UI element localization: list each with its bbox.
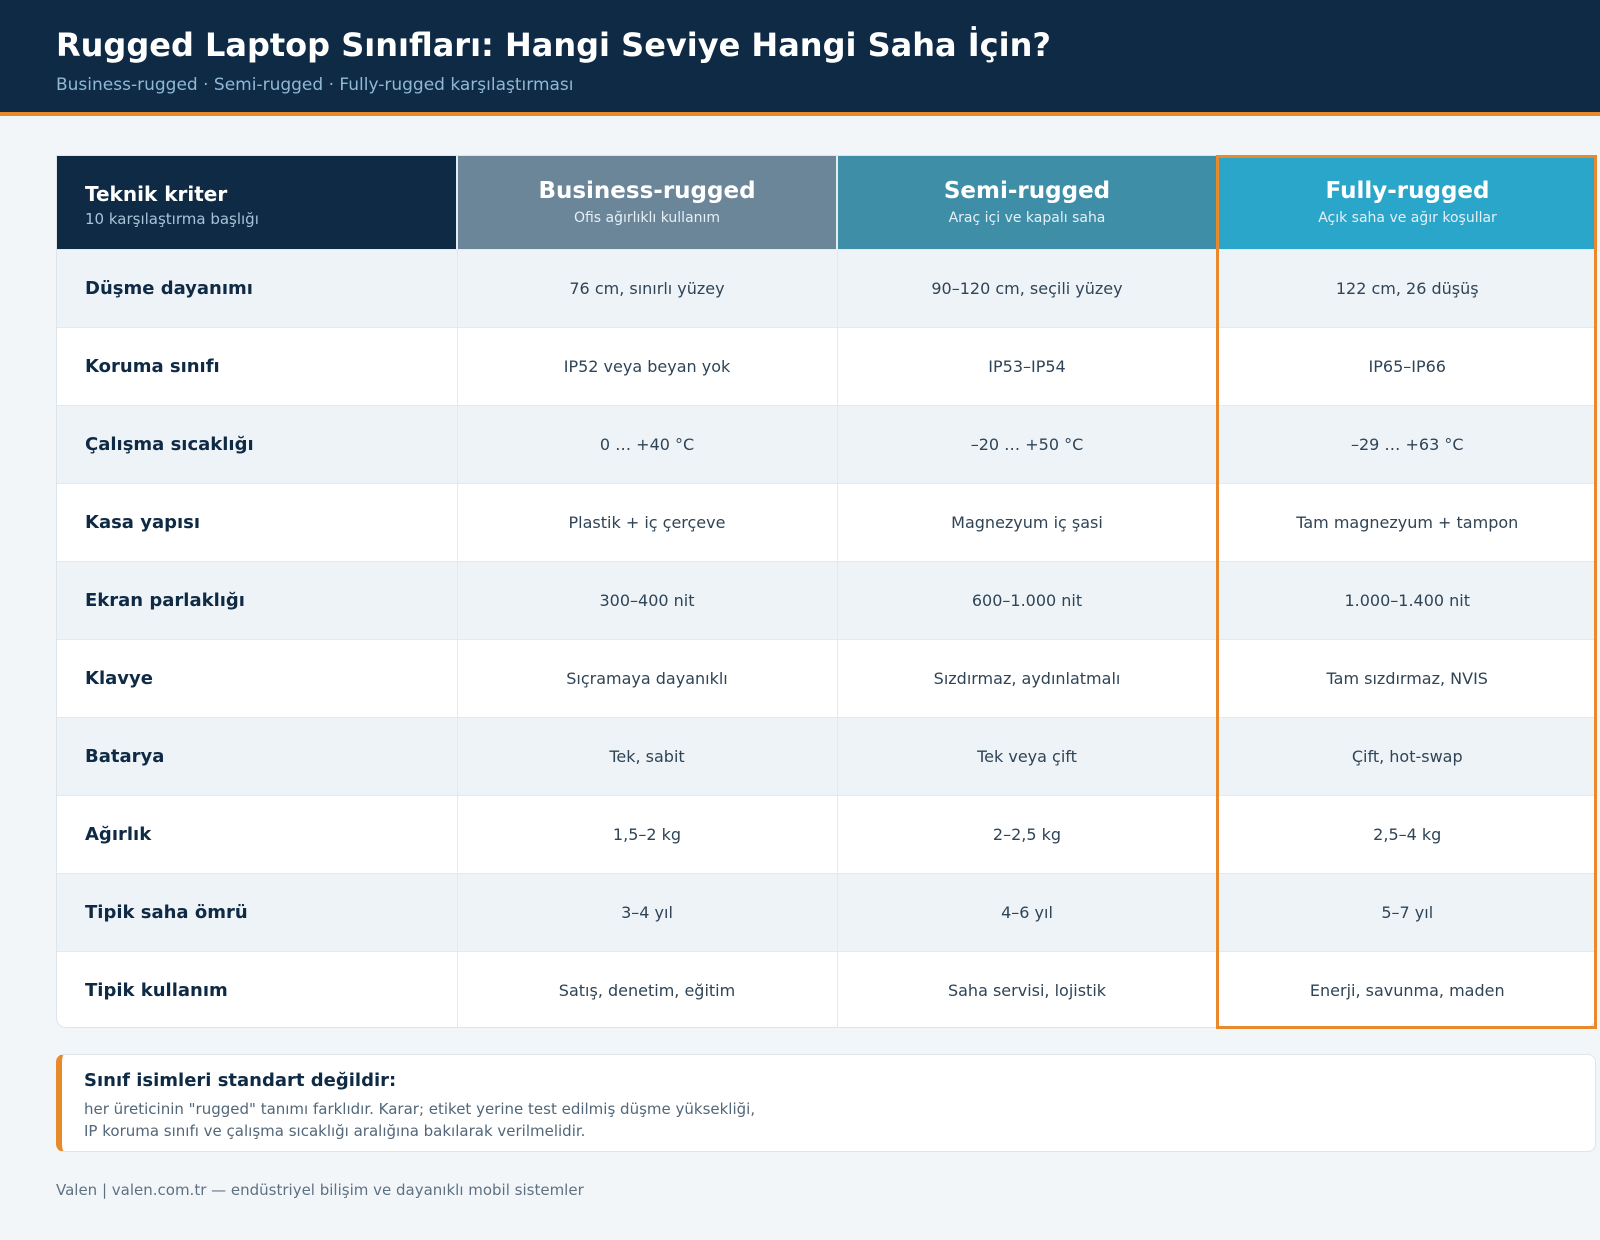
- class-description: Araç içi ve kapalı saha: [948, 210, 1106, 227]
- value-cell: IP65–IP66: [1216, 326, 1595, 405]
- table-row: Ekran parlaklığı 300–400 nit 600–1.000 n…: [57, 560, 1595, 639]
- table-row: Klavye Sıçramaya dayanıklı Sızdırmaz, ay…: [57, 638, 1595, 717]
- note-text-line: her üreticinin "rugged" tanımı farklıdır…: [84, 1100, 756, 1118]
- value-cell: Saha servisi, lojistik: [836, 950, 1217, 1027]
- value-cell: Tam sızdırmaz, NVIS: [1216, 638, 1595, 717]
- criterion-header-title: Teknik kriter: [85, 182, 228, 207]
- criterion-cell: Tipik kullanım: [57, 950, 457, 1027]
- value-cell: IP52 veya beyan yok: [456, 326, 837, 405]
- class-description: Ofis ağırlıklı kullanım: [573, 210, 721, 227]
- criterion-column-header: Teknik kriter 10 karşılaştırma başlığı: [57, 156, 457, 249]
- criterion-cell: Tipik saha ömrü: [57, 872, 457, 951]
- value-cell: 3–4 yıl: [456, 872, 837, 951]
- value-cell: 4–6 yıl: [836, 872, 1217, 951]
- class-name: Fully-rugged: [1325, 178, 1490, 205]
- class-header-business-rugged: Business-rugged Ofis ağırlıklı kullanım: [456, 156, 837, 249]
- value-cell: 2–2,5 kg: [836, 794, 1217, 873]
- page-title: Rugged Laptop Sınıfları: Hangi Seviye Ha…: [56, 26, 1051, 64]
- page-header: Rugged Laptop Sınıfları: Hangi Seviye Ha…: [0, 0, 1600, 116]
- value-cell: Magnezyum iç şasi: [836, 482, 1217, 561]
- value-cell: Enerji, savunma, maden: [1216, 950, 1595, 1027]
- class-name: Business-rugged: [538, 178, 756, 205]
- table-row: Koruma sınıfı IP52 veya beyan yok IP53–I…: [57, 326, 1595, 405]
- value-cell: 122 cm, 26 düşüş: [1216, 248, 1595, 327]
- value-cell: IP53–IP54: [836, 326, 1217, 405]
- value-cell: 1,5–2 kg: [456, 794, 837, 873]
- value-cell: Tek, sabit: [456, 716, 837, 795]
- footer-text: Valen | valen.com.tr — endüstriyel biliş…: [56, 1181, 584, 1199]
- table-row: Çalışma sıcaklığı 0 … +40 °C –20 … +50 °…: [57, 404, 1595, 483]
- class-name: Semi-rugged: [943, 178, 1111, 205]
- criterion-cell: Kasa yapısı: [57, 482, 457, 561]
- value-cell: Sıçramaya dayanıklı: [456, 638, 837, 717]
- criterion-cell: Klavye: [57, 638, 457, 717]
- value-cell: 2,5–4 kg: [1216, 794, 1595, 873]
- value-cell: Tek veya çift: [836, 716, 1217, 795]
- criterion-cell: Ekran parlaklığı: [57, 560, 457, 639]
- value-cell: –29 … +63 °C: [1216, 404, 1595, 483]
- value-cell: Çift, hot-swap: [1216, 716, 1595, 795]
- criterion-cell: Koruma sınıfı: [57, 326, 457, 405]
- table-row: Tipik saha ömrü 3–4 yıl 4–6 yıl 5–7 yıl: [57, 872, 1595, 951]
- criterion-cell: Batarya: [57, 716, 457, 795]
- value-cell: Tam magnezyum + tampon: [1216, 482, 1595, 561]
- note-text-line: IP koruma sınıfı ve çalışma sıcaklığı ar…: [84, 1122, 586, 1140]
- value-cell: 1.000–1.400 nit: [1216, 560, 1595, 639]
- value-cell: 600–1.000 nit: [836, 560, 1217, 639]
- class-header-fully-rugged: Fully-rugged Açık saha ve ağır koşullar: [1216, 156, 1595, 249]
- class-header-semi-rugged: Semi-rugged Araç içi ve kapalı saha: [836, 156, 1217, 249]
- criterion-header-subtitle: 10 karşılaştırma başlığı: [85, 210, 259, 229]
- table-row: Batarya Tek, sabit Tek veya çift Çift, h…: [57, 716, 1595, 795]
- class-description: Açık saha ve ağır koşullar: [1318, 210, 1497, 227]
- table-row: Ağırlık 1,5–2 kg 2–2,5 kg 2,5–4 kg: [57, 794, 1595, 873]
- value-cell: 0 … +40 °C: [456, 404, 837, 483]
- table-row: Tipik kullanım Satış, denetim, eğitim Sa…: [57, 950, 1595, 1027]
- comparison-table: Teknik kriter 10 karşılaştırma başlığı B…: [56, 155, 1596, 1028]
- value-cell: 5–7 yıl: [1216, 872, 1595, 951]
- note-box: Sınıf isimleri standart değildir: her ür…: [56, 1054, 1596, 1152]
- criterion-cell: Çalışma sıcaklığı: [57, 404, 457, 483]
- note-title: Sınıf isimleri standart değildir:: [84, 1070, 397, 1091]
- table-row: Düşme dayanımı 76 cm, sınırlı yüzey 90–1…: [57, 248, 1595, 327]
- table-header-row: Teknik kriter 10 karşılaştırma başlığı B…: [57, 156, 1595, 249]
- value-cell: –20 … +50 °C: [836, 404, 1217, 483]
- value-cell: 76 cm, sınırlı yüzey: [456, 248, 837, 327]
- value-cell: Satış, denetim, eğitim: [456, 950, 837, 1027]
- table-row: Kasa yapısı Plastik + iç çerçeve Magnezy…: [57, 482, 1595, 561]
- value-cell: Sızdırmaz, aydınlatmalı: [836, 638, 1217, 717]
- criterion-cell: Ağırlık: [57, 794, 457, 873]
- value-cell: 90–120 cm, seçili yüzey: [836, 248, 1217, 327]
- page-subtitle: Business-rugged · Semi-rugged · Fully-ru…: [56, 75, 574, 95]
- value-cell: 300–400 nit: [456, 560, 837, 639]
- criterion-cell: Düşme dayanımı: [57, 248, 457, 327]
- value-cell: Plastik + iç çerçeve: [456, 482, 837, 561]
